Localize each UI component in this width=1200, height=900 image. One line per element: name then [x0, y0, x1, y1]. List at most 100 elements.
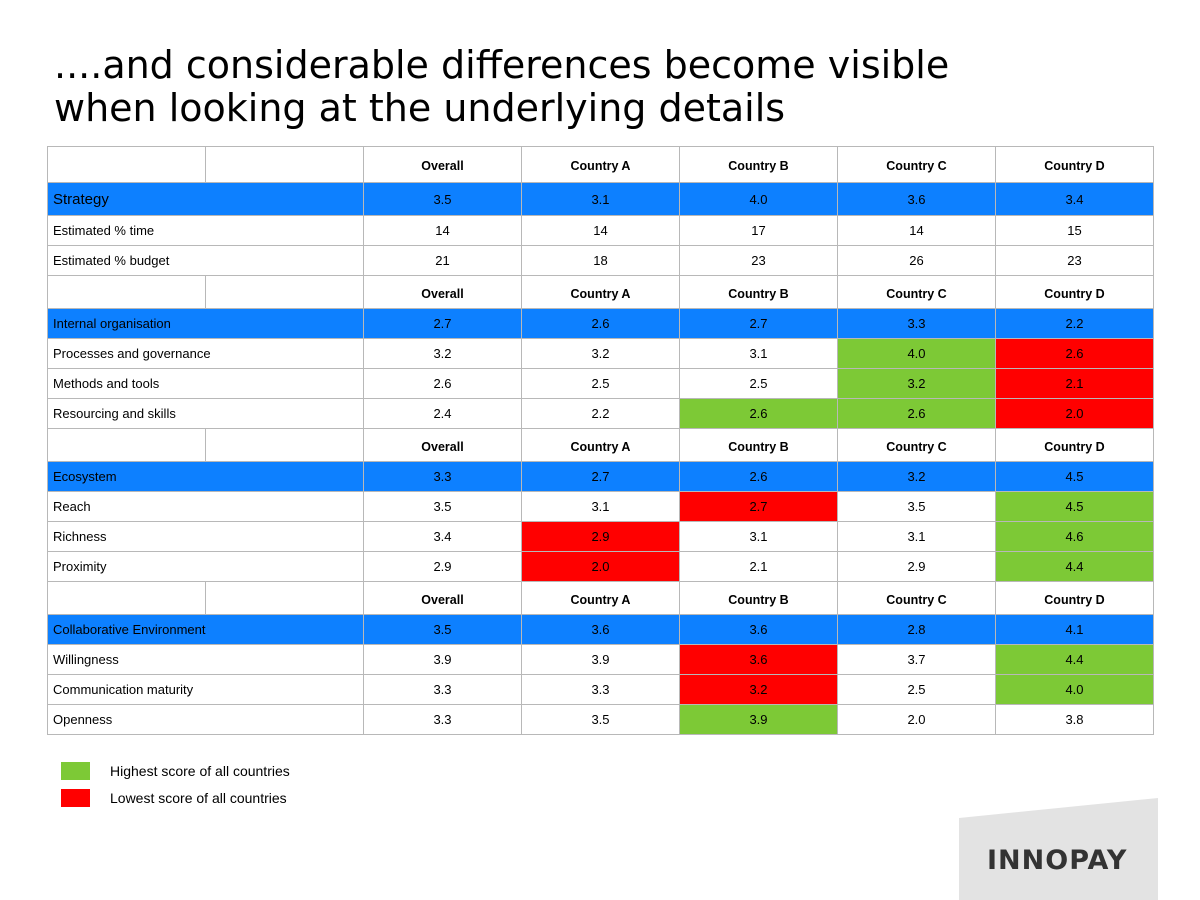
table-row: Openness 3.3 3.5 3.9 2.0 3.8: [47, 704, 1154, 735]
score-cell-lowest: 3.2: [679, 674, 838, 705]
column-header-country-d: Country D: [995, 275, 1154, 309]
score-cell-highest: 4.0: [837, 338, 996, 369]
score-cell: 2.9: [837, 551, 996, 582]
score-cell: 3.1: [679, 338, 838, 369]
section-row-internal-organisation: Internal organisation 2.7 2.6 2.7 3.3 2.…: [47, 308, 1154, 339]
column-header-country-a: Country A: [521, 146, 680, 183]
score-cell-lowest: 2.7: [679, 491, 838, 522]
column-header-country-a: Country A: [521, 581, 680, 615]
header-row: Overall Country A Country B Country C Co…: [47, 428, 1154, 462]
score-cell: 2.7: [679, 308, 838, 339]
score-cell: 4.1: [995, 614, 1154, 645]
score-cell: 14: [837, 215, 996, 246]
column-header-country-b: Country B: [679, 428, 838, 462]
section-label: Internal organisation: [47, 308, 364, 339]
table-row: Estimated % time 14 14 17 14 15: [47, 215, 1154, 246]
table-row: Estimated % budget 21 18 23 26 23: [47, 245, 1154, 276]
score-cell: 3.3: [363, 674, 522, 705]
table-row: Communication maturity 3.3 3.3 3.2 2.5 4…: [47, 674, 1154, 705]
header-empty-cell: [205, 275, 364, 309]
score-cell: 3.7: [837, 644, 996, 675]
row-label: Proximity: [47, 551, 364, 582]
score-cell-highest: 2.6: [679, 398, 838, 429]
row-label: Estimated % time: [47, 215, 364, 246]
score-cell: 2.6: [363, 368, 522, 399]
score-cell: 2.9: [363, 551, 522, 582]
score-cell-highest: 3.2: [837, 368, 996, 399]
score-cell: 3.2: [363, 338, 522, 369]
score-cell-highest: 4.4: [995, 644, 1154, 675]
table-row: Resourcing and skills 2.4 2.2 2.6 2.6 2.…: [47, 398, 1154, 429]
score-cell: 3.3: [521, 674, 680, 705]
legend-label: Lowest score of all countries: [110, 790, 287, 806]
score-cell-lowest: 2.6: [995, 338, 1154, 369]
score-cell-lowest: 3.6: [679, 644, 838, 675]
table-row: Willingness 3.9 3.9 3.6 3.7 4.4: [47, 644, 1154, 675]
page-title-line-2: when looking at the underlying details: [54, 86, 786, 130]
score-cell-lowest: 2.1: [995, 368, 1154, 399]
score-cell: 3.9: [363, 644, 522, 675]
score-cell: 15: [995, 215, 1154, 246]
score-cell: 3.6: [837, 182, 996, 216]
score-cell: 2.7: [521, 461, 680, 492]
score-cell: 2.2: [995, 308, 1154, 339]
row-label: Resourcing and skills: [47, 398, 364, 429]
legend-swatch-red: [61, 789, 90, 807]
page-title: ....and considerable differences become …: [54, 44, 1054, 130]
column-header-overall: Overall: [363, 146, 522, 183]
header-row: Overall Country A Country B Country C Co…: [47, 146, 1154, 183]
row-label: Willingness: [47, 644, 364, 675]
table-row: Proximity 2.9 2.0 2.1 2.9 4.4: [47, 551, 1154, 582]
score-cell: 2.0: [837, 704, 996, 735]
row-label: Processes and governance: [47, 338, 364, 369]
section-row-collaborative-environment: Collaborative Environment 3.5 3.6 3.6 2.…: [47, 614, 1154, 645]
score-cell: 26: [837, 245, 996, 276]
column-header-country-c: Country C: [837, 581, 996, 615]
innopay-logo: INNOPAY: [987, 845, 1128, 876]
score-cell: 3.5: [363, 614, 522, 645]
score-cell: 3.1: [679, 521, 838, 552]
score-cell: 2.6: [679, 461, 838, 492]
score-cell-highest: 3.9: [679, 704, 838, 735]
score-cell: 3.8: [995, 704, 1154, 735]
column-header-country-c: Country C: [837, 428, 996, 462]
logo-backdrop: [959, 798, 1158, 900]
score-cell-highest: 4.0: [995, 674, 1154, 705]
column-header-country-b: Country B: [679, 581, 838, 615]
score-cell: 3.4: [995, 182, 1154, 216]
score-cell: 3.3: [837, 308, 996, 339]
score-cell: 2.5: [521, 368, 680, 399]
score-cell-lowest: 2.9: [521, 521, 680, 552]
score-cell: 23: [995, 245, 1154, 276]
column-header-country-b: Country B: [679, 146, 838, 183]
score-cell-highest: 2.6: [837, 398, 996, 429]
table-row: Richness 3.4 2.9 3.1 3.1 4.6: [47, 521, 1154, 552]
header-empty-cell: [47, 581, 206, 615]
section-label: Collaborative Environment: [47, 614, 364, 645]
column-header-country-c: Country C: [837, 275, 996, 309]
section-row-ecosystem: Ecosystem 3.3 2.7 2.6 3.2 4.5: [47, 461, 1154, 492]
column-header-country-d: Country D: [995, 428, 1154, 462]
table-row: Methods and tools 2.6 2.5 2.5 3.2 2.1: [47, 368, 1154, 399]
score-cell: 3.6: [521, 614, 680, 645]
score-cell: 18: [521, 245, 680, 276]
score-cell: 23: [679, 245, 838, 276]
score-cell: 4.5: [995, 461, 1154, 492]
header-empty-cell: [205, 428, 364, 462]
score-cell: 3.3: [363, 461, 522, 492]
score-cell: 3.3: [363, 704, 522, 735]
score-cell-highest: 4.6: [995, 521, 1154, 552]
row-label: Reach: [47, 491, 364, 522]
section-label: Ecosystem: [47, 461, 364, 492]
column-header-country-c: Country C: [837, 146, 996, 183]
score-cell-highest: 4.5: [995, 491, 1154, 522]
score-cell: 2.2: [521, 398, 680, 429]
score-cell: 17: [679, 215, 838, 246]
score-cell: 2.1: [679, 551, 838, 582]
score-cell: 3.5: [363, 182, 522, 216]
column-header-country-a: Country A: [521, 428, 680, 462]
score-cell: 14: [521, 215, 680, 246]
legend-label: Highest score of all countries: [110, 763, 290, 779]
score-cell: 3.1: [837, 521, 996, 552]
header-empty-cell: [205, 146, 364, 183]
